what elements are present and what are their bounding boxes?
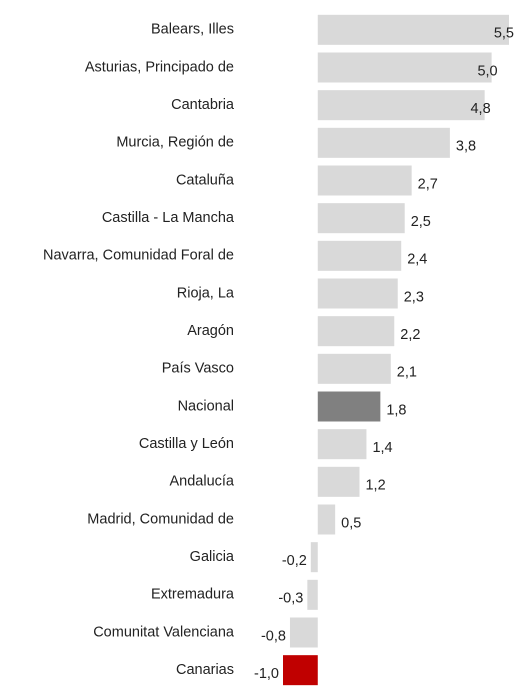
value-label: -0,2	[282, 553, 307, 569]
category-label: Rioja, La	[177, 285, 235, 301]
value-label: 0,5	[341, 515, 361, 531]
value-label: 5,5	[494, 26, 514, 42]
bar	[317, 504, 336, 535]
value-label: 2,5	[411, 214, 431, 230]
category-label: Cantabria	[171, 97, 235, 113]
value-label: 2,2	[400, 327, 420, 343]
category-label: Castilla - La Mancha	[102, 210, 235, 226]
bar	[317, 90, 485, 121]
bar	[289, 617, 318, 648]
bar	[317, 316, 395, 347]
category-label: Galicia	[190, 549, 235, 565]
value-label: -0,3	[278, 591, 303, 607]
category-label: Extremadura	[151, 587, 235, 603]
category-label: Madrid, Comunidad de	[87, 511, 234, 527]
value-label: 2,4	[407, 252, 427, 268]
bar	[317, 466, 360, 497]
category-label: Asturias, Principado de	[85, 59, 234, 75]
bar	[317, 278, 398, 309]
bar	[317, 240, 402, 271]
category-label: Comunitat Valenciana	[93, 624, 235, 640]
value-label: 5,0	[477, 63, 497, 79]
bar	[317, 203, 405, 234]
category-label: Canarias	[176, 662, 234, 678]
value-label: 2,3	[404, 289, 424, 305]
bar	[317, 52, 492, 83]
bar	[310, 542, 318, 573]
category-label: Murcia, Región de	[116, 135, 234, 151]
category-label: Balears, Illes	[151, 22, 234, 38]
category-label: Navarra, Comunidad Foral de	[43, 248, 234, 264]
value-label: 1,8	[386, 402, 406, 418]
value-label: 3,8	[456, 139, 476, 155]
value-label: 1,2	[365, 478, 385, 494]
bar	[317, 353, 391, 384]
category-label: Andalucía	[170, 474, 235, 490]
category-label: País Vasco	[162, 361, 234, 377]
bar	[317, 391, 381, 422]
bar	[317, 14, 509, 45]
bar	[317, 165, 412, 196]
value-label: 2,1	[397, 365, 417, 381]
bar	[283, 655, 318, 686]
category-label: Castilla y León	[139, 436, 234, 452]
value-label: 4,8	[470, 101, 490, 117]
bar	[317, 429, 367, 460]
category-label: Nacional	[178, 398, 234, 414]
bar	[317, 127, 450, 158]
category-label: Cataluña	[176, 172, 235, 188]
value-label: 2,7	[418, 176, 438, 192]
category-label: Aragón	[187, 323, 234, 339]
value-label: 1,4	[372, 440, 392, 456]
value-label: -0,8	[261, 628, 286, 644]
bar	[307, 579, 318, 610]
value-label: -1,0	[254, 666, 279, 682]
